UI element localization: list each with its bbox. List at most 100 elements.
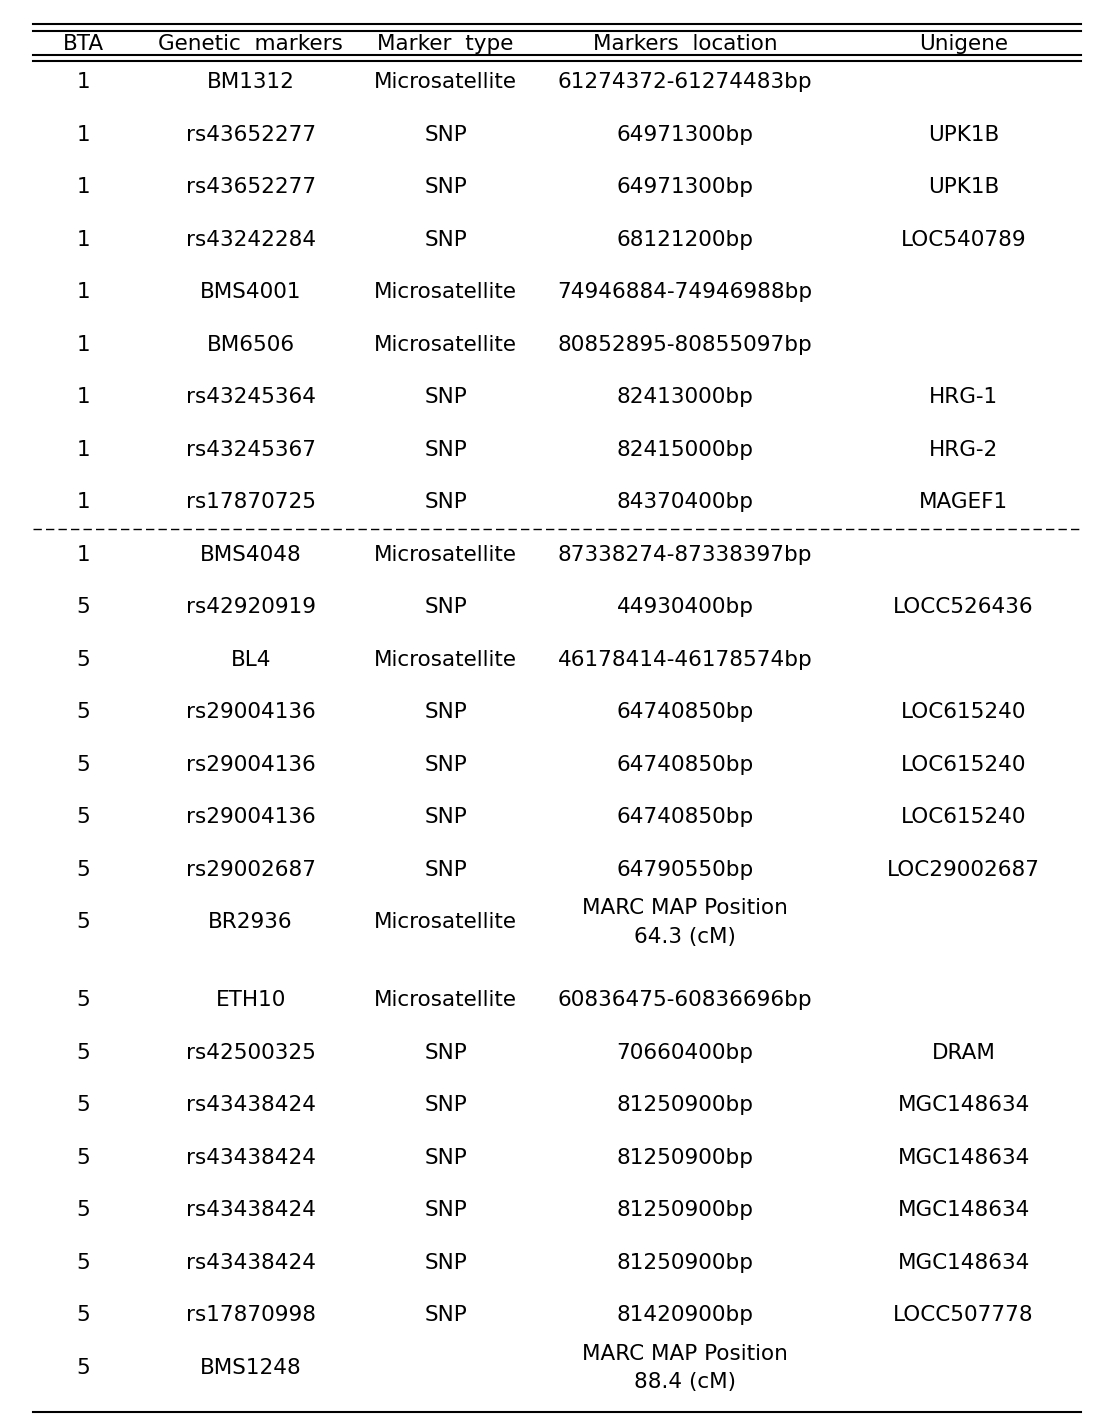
Text: 5: 5 <box>77 807 90 827</box>
Text: Microsatellite: Microsatellite <box>374 650 517 670</box>
Text: 44930400bp: 44930400bp <box>617 597 753 617</box>
Text: HRG-1: HRG-1 <box>929 387 998 407</box>
Text: rs43245364: rs43245364 <box>186 387 315 407</box>
Text: SNP: SNP <box>424 807 467 827</box>
Text: 81250900bp: 81250900bp <box>617 1200 753 1220</box>
Text: BM1312: BM1312 <box>207 72 294 92</box>
Text: 5: 5 <box>77 1200 90 1220</box>
Text: SNP: SNP <box>424 1095 467 1115</box>
Text: Microsatellite: Microsatellite <box>374 335 517 355</box>
Text: LOC615240: LOC615240 <box>901 807 1026 827</box>
Text: 1: 1 <box>77 545 90 565</box>
Text: 1: 1 <box>77 125 90 145</box>
Text: BL4: BL4 <box>231 650 271 670</box>
Text: rs42500325: rs42500325 <box>186 1043 315 1063</box>
Text: 64740850bp: 64740850bp <box>616 755 754 775</box>
Text: Microsatellite: Microsatellite <box>374 72 517 92</box>
Text: SNP: SNP <box>424 177 467 197</box>
Text: SNP: SNP <box>424 1305 467 1325</box>
Text: rs43652277: rs43652277 <box>186 177 315 197</box>
Text: SNP: SNP <box>424 1200 467 1220</box>
Text: 64740850bp: 64740850bp <box>616 807 754 827</box>
Text: MGC148634: MGC148634 <box>898 1200 1029 1220</box>
Text: Microsatellite: Microsatellite <box>374 282 517 302</box>
Text: rs29004136: rs29004136 <box>186 755 315 775</box>
Text: 5: 5 <box>77 1095 90 1115</box>
Text: rs42920919: rs42920919 <box>186 597 315 617</box>
Text: MGC148634: MGC148634 <box>898 1095 1029 1115</box>
Text: Unigene: Unigene <box>919 34 1008 54</box>
Text: 5: 5 <box>77 1358 90 1378</box>
Text: SNP: SNP <box>424 125 467 145</box>
Text: MARC MAP Position: MARC MAP Position <box>583 898 788 918</box>
Text: 1: 1 <box>77 387 90 407</box>
Text: MGC148634: MGC148634 <box>898 1253 1029 1273</box>
Text: MARC MAP Position: MARC MAP Position <box>583 1344 788 1364</box>
Text: LOC615240: LOC615240 <box>901 755 1026 775</box>
Text: 70660400bp: 70660400bp <box>617 1043 753 1063</box>
Text: 5: 5 <box>77 1305 90 1325</box>
Text: 5: 5 <box>77 755 90 775</box>
Text: rs17870725: rs17870725 <box>186 492 315 512</box>
Text: SNP: SNP <box>424 230 467 250</box>
Text: 5: 5 <box>77 912 90 932</box>
Text: SNP: SNP <box>424 755 467 775</box>
Text: 5: 5 <box>77 597 90 617</box>
Text: rs43652277: rs43652277 <box>186 125 315 145</box>
Text: 5: 5 <box>77 702 90 722</box>
Text: LOC615240: LOC615240 <box>901 702 1026 722</box>
Text: SNP: SNP <box>424 860 467 880</box>
Text: 64740850bp: 64740850bp <box>616 702 754 722</box>
Text: LOCC526436: LOCC526436 <box>893 597 1034 617</box>
Text: ETH10: ETH10 <box>215 990 286 1010</box>
Text: 61274372-61274483bp: 61274372-61274483bp <box>558 72 812 92</box>
Text: rs43438424: rs43438424 <box>186 1148 315 1168</box>
Text: 1: 1 <box>77 335 90 355</box>
Text: 64790550bp: 64790550bp <box>616 860 754 880</box>
Text: 1: 1 <box>77 72 90 92</box>
Text: 82415000bp: 82415000bp <box>617 440 753 460</box>
Text: 5: 5 <box>77 990 90 1010</box>
Text: SNP: SNP <box>424 702 467 722</box>
Text: rs17870998: rs17870998 <box>186 1305 315 1325</box>
Text: 60836475-60836696bp: 60836475-60836696bp <box>558 990 812 1010</box>
Text: BMS1248: BMS1248 <box>199 1358 302 1378</box>
Text: 88.4 (cM): 88.4 (cM) <box>634 1372 736 1392</box>
Text: 1: 1 <box>77 282 90 302</box>
Text: LOC29002687: LOC29002687 <box>887 860 1040 880</box>
Text: rs29002687: rs29002687 <box>186 860 315 880</box>
Text: SNP: SNP <box>424 387 467 407</box>
Text: SNP: SNP <box>424 1253 467 1273</box>
Text: Microsatellite: Microsatellite <box>374 912 517 932</box>
Text: 64971300bp: 64971300bp <box>617 177 753 197</box>
Text: 1: 1 <box>77 177 90 197</box>
Text: LOCC507778: LOCC507778 <box>893 1305 1034 1325</box>
Text: MGC148634: MGC148634 <box>898 1148 1029 1168</box>
Text: rs29004136: rs29004136 <box>186 807 315 827</box>
Text: 5: 5 <box>77 1148 90 1168</box>
Text: 81420900bp: 81420900bp <box>617 1305 753 1325</box>
Text: 64.3 (cM): 64.3 (cM) <box>634 927 736 946</box>
Text: UPK1B: UPK1B <box>928 125 999 145</box>
Text: 64971300bp: 64971300bp <box>617 125 753 145</box>
Text: rs43438424: rs43438424 <box>186 1200 315 1220</box>
Text: BTA: BTA <box>63 34 104 54</box>
Text: 46178414-46178574bp: 46178414-46178574bp <box>558 650 812 670</box>
Text: 5: 5 <box>77 1043 90 1063</box>
Text: HRG-2: HRG-2 <box>929 440 998 460</box>
Text: SNP: SNP <box>424 597 467 617</box>
Text: 81250900bp: 81250900bp <box>617 1253 753 1273</box>
Text: BMS4001: BMS4001 <box>199 282 302 302</box>
Text: SNP: SNP <box>424 1148 467 1168</box>
Text: LOC540789: LOC540789 <box>901 230 1026 250</box>
Text: Microsatellite: Microsatellite <box>374 990 517 1010</box>
Text: SNP: SNP <box>424 1043 467 1063</box>
Text: 80852895-80855097bp: 80852895-80855097bp <box>558 335 812 355</box>
Text: MAGEF1: MAGEF1 <box>919 492 1008 512</box>
Text: 87338274-87338397bp: 87338274-87338397bp <box>558 545 812 565</box>
Text: rs43438424: rs43438424 <box>186 1253 315 1273</box>
Text: 74946884-74946988bp: 74946884-74946988bp <box>557 282 813 302</box>
Text: 1: 1 <box>77 230 90 250</box>
Text: DRAM: DRAM <box>931 1043 996 1063</box>
Text: rs43438424: rs43438424 <box>186 1095 315 1115</box>
